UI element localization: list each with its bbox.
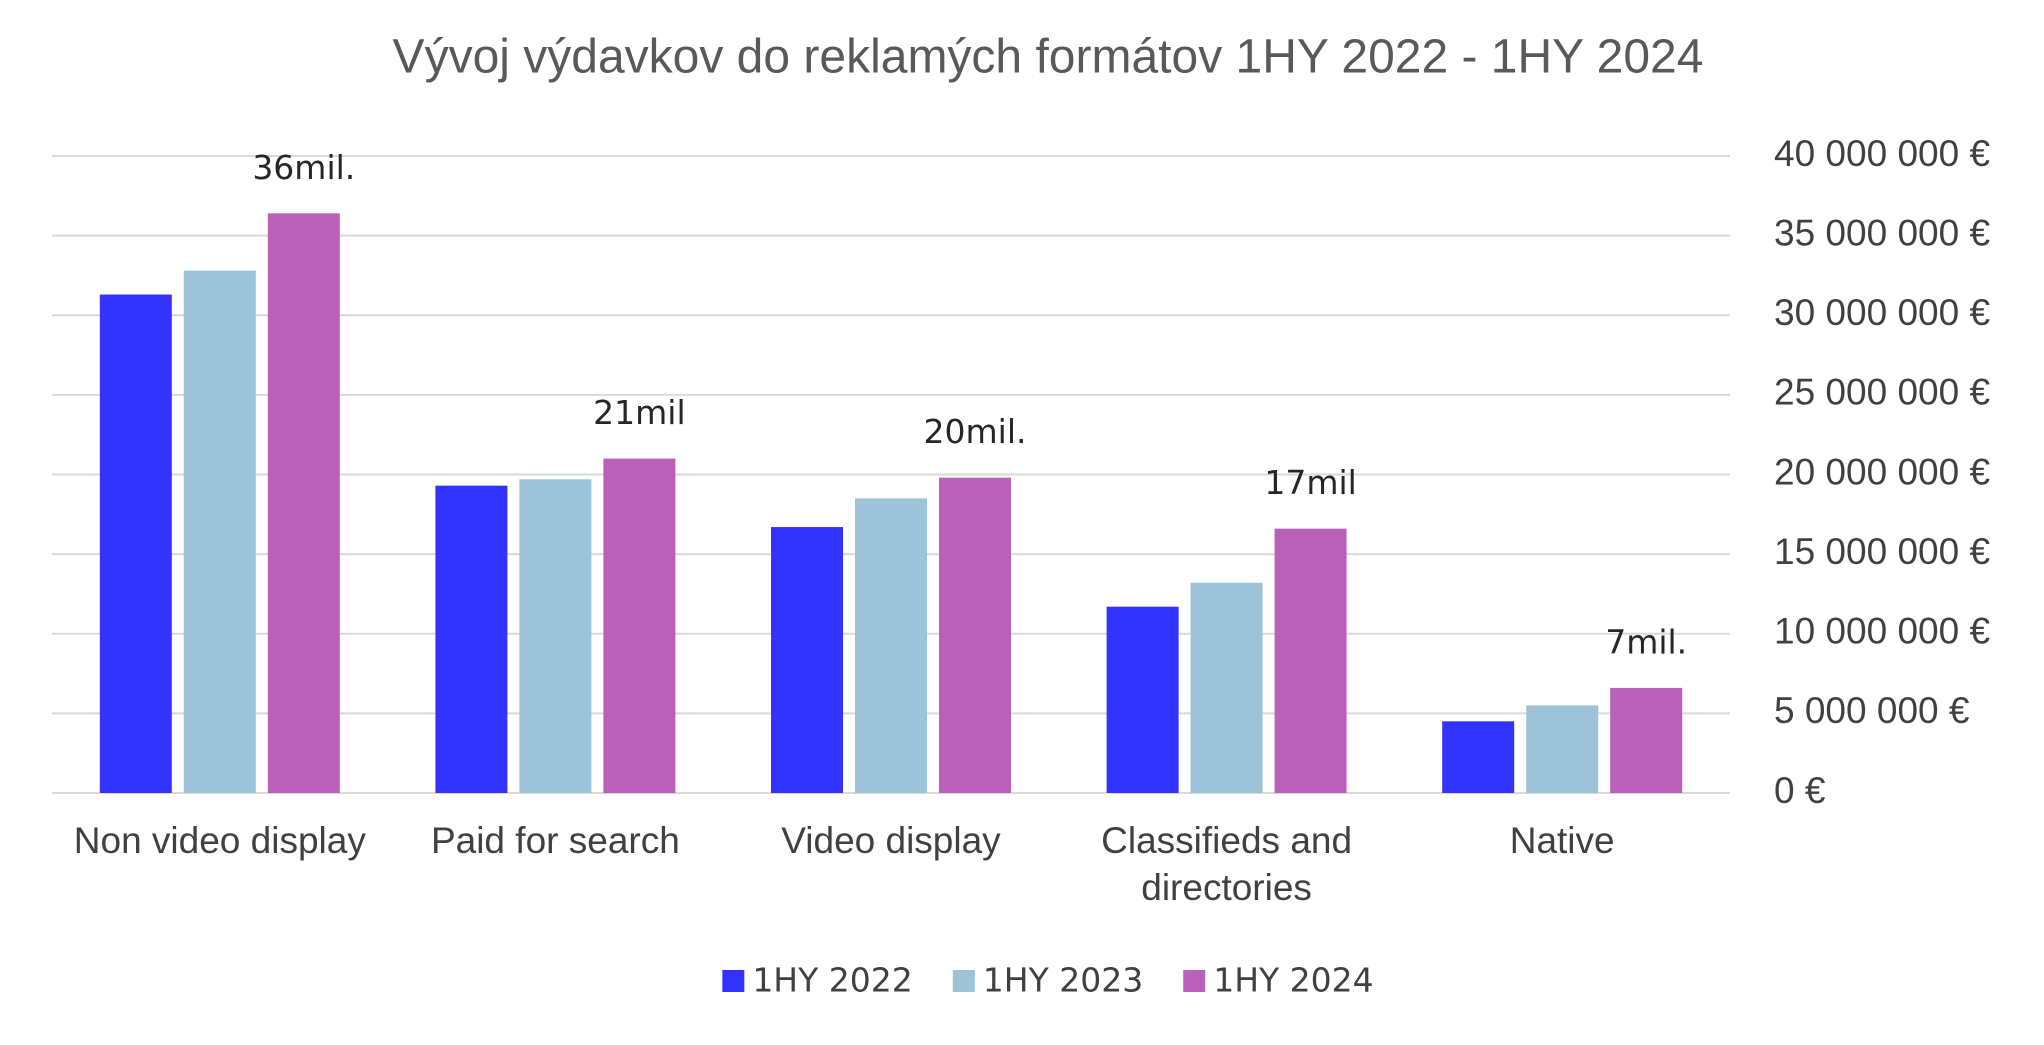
x-tick-label: Paid for search bbox=[430, 820, 680, 861]
y-tick-label: 15 000 000 € bbox=[1774, 531, 1990, 572]
data-label: 21mil bbox=[593, 393, 685, 432]
y-tick-label: 40 000 000 € bbox=[1774, 133, 1990, 174]
bar bbox=[855, 498, 927, 793]
y-tick-label: 0 € bbox=[1774, 770, 1826, 811]
y-tick-label: 10 000 000 € bbox=[1774, 611, 1990, 652]
bar bbox=[939, 477, 1011, 793]
y-tick-label: 5 000 000 € bbox=[1774, 690, 1970, 731]
y-tick-label: 20 000 000 € bbox=[1774, 451, 1990, 492]
bar bbox=[1526, 705, 1599, 793]
bar bbox=[435, 485, 508, 793]
bar bbox=[603, 458, 676, 793]
legend-swatch bbox=[722, 970, 745, 992]
bar bbox=[1190, 582, 1263, 793]
bar bbox=[1274, 528, 1347, 793]
bar bbox=[267, 213, 340, 793]
y-tick-label: 25 000 000 € bbox=[1774, 372, 1990, 413]
bar bbox=[99, 294, 172, 793]
x-tick-label: Native bbox=[1509, 820, 1615, 861]
bar bbox=[1442, 721, 1515, 793]
legend-swatch bbox=[952, 970, 975, 992]
data-label: 7mil. bbox=[1605, 622, 1687, 661]
data-label: 20mil. bbox=[924, 412, 1027, 451]
y-tick-label: 30 000 000 € bbox=[1774, 292, 1990, 333]
bar bbox=[771, 527, 843, 793]
legend-label: 1HY 2024 bbox=[1213, 961, 1373, 1000]
legend-label: 1HY 2022 bbox=[752, 961, 912, 1000]
y-tick-label: 35 000 000 € bbox=[1774, 212, 1990, 253]
x-tick-label: Classifieds and directories bbox=[1101, 820, 1353, 908]
bar bbox=[519, 479, 592, 793]
bar bbox=[183, 270, 256, 793]
legend-swatch bbox=[1183, 970, 1206, 992]
data-label: 17mil bbox=[1264, 463, 1356, 502]
x-tick-label: Video display bbox=[781, 820, 1001, 861]
legend-label: 1HY 2023 bbox=[983, 961, 1143, 1000]
bar bbox=[1610, 687, 1683, 793]
x-tick-label: Non video display bbox=[73, 820, 366, 861]
chart-title: Vývoj výdavkov do reklamých formátov 1HY… bbox=[393, 31, 1704, 84]
data-label: 36mil. bbox=[252, 148, 355, 187]
bar bbox=[1106, 606, 1179, 793]
